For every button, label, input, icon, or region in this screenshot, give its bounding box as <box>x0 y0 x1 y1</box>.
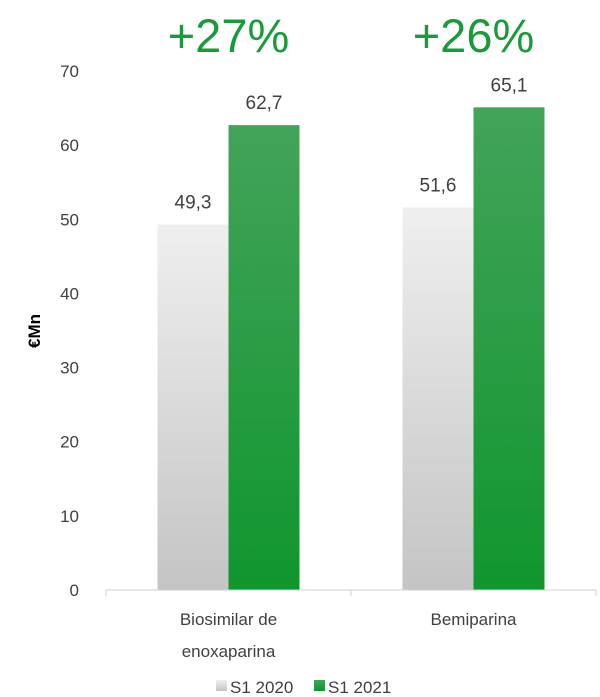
bar <box>473 107 545 590</box>
y-tick-label: 50 <box>60 210 79 229</box>
legend-swatch <box>216 680 227 691</box>
y-tick-label: 20 <box>60 433 79 452</box>
growth-label: +26% <box>413 9 535 62</box>
category-label: Biosimilar de <box>180 610 277 629</box>
data-label: 62,7 <box>246 93 283 114</box>
bar <box>228 125 300 591</box>
legend-swatch <box>314 680 325 691</box>
growth-label: +27% <box>168 9 290 62</box>
category-label: Bemiparina <box>431 610 518 629</box>
data-label: 51,6 <box>420 175 457 196</box>
y-tick-label: 70 <box>60 62 79 81</box>
y-tick-label: 10 <box>60 507 79 526</box>
y-axis-label: €Mn <box>25 314 44 348</box>
y-tick-label: 60 <box>60 136 79 155</box>
y-tick-label: 30 <box>60 359 79 378</box>
y-tick-label: 0 <box>70 581 79 600</box>
bar <box>157 224 229 590</box>
bar <box>402 207 474 590</box>
category-label: enoxaparina <box>182 642 276 661</box>
data-label: 49,3 <box>175 192 212 213</box>
data-label: 65,1 <box>491 75 528 96</box>
y-tick-label: 40 <box>60 284 79 303</box>
legend-label: S1 2021 <box>328 678 391 697</box>
legend-label: S1 2020 <box>230 678 293 697</box>
